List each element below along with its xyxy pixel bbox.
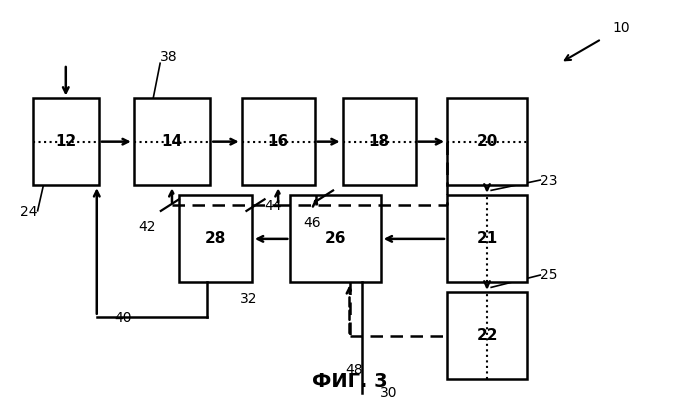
Text: 12: 12	[55, 134, 76, 149]
Text: 40: 40	[114, 311, 131, 325]
Text: 26: 26	[325, 231, 346, 246]
Text: 22: 22	[476, 328, 498, 344]
Text: 25: 25	[540, 269, 558, 282]
Text: 16: 16	[268, 134, 289, 149]
Text: 24: 24	[20, 205, 38, 219]
Text: 42: 42	[138, 220, 156, 234]
Text: 10: 10	[612, 21, 630, 35]
Text: 28: 28	[205, 231, 226, 246]
Text: 44: 44	[264, 199, 282, 213]
Bar	[447, 292, 527, 379]
Text: 18: 18	[368, 134, 389, 149]
Bar	[343, 98, 416, 185]
Bar	[290, 195, 381, 282]
Text: 23: 23	[540, 174, 558, 188]
Text: 38: 38	[160, 50, 178, 64]
Text: 32: 32	[240, 292, 257, 306]
Text: 14: 14	[161, 134, 182, 149]
Text: 46: 46	[303, 216, 320, 230]
Text: 20: 20	[476, 134, 498, 149]
Bar	[242, 98, 315, 185]
Text: 30: 30	[380, 386, 397, 400]
Bar	[179, 195, 252, 282]
Text: 48: 48	[345, 363, 363, 376]
Bar	[134, 98, 210, 185]
Bar	[33, 98, 99, 185]
Text: ФИГ. 3: ФИГ. 3	[312, 372, 387, 392]
Bar	[447, 195, 527, 282]
Text: 21: 21	[477, 231, 498, 246]
Bar	[447, 98, 527, 185]
